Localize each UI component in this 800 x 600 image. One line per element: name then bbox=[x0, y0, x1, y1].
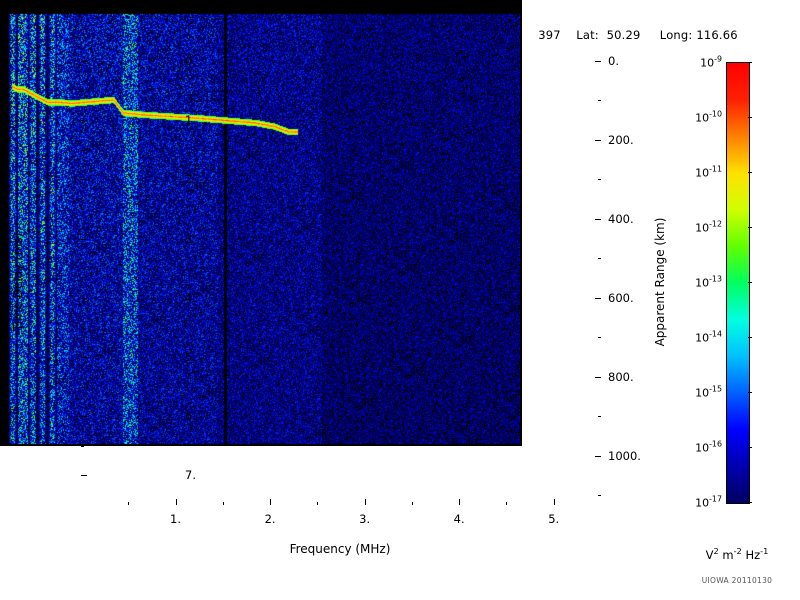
x-tick-mark bbox=[175, 499, 177, 505]
x-tick-label: 3. bbox=[359, 512, 371, 526]
colorbar-tick-label: 10-9 bbox=[700, 54, 722, 70]
ionogram-plot bbox=[0, 0, 522, 446]
y-tick-mark-left bbox=[81, 61, 87, 62]
y-tick-mark-left bbox=[81, 179, 87, 181]
y-tick-label-right: 600. bbox=[608, 290, 634, 305]
x-tick-mark bbox=[459, 499, 461, 505]
colorbar-tick-mark bbox=[748, 282, 752, 283]
y-tick-label-left: 5. bbox=[185, 350, 196, 364]
x-axis-label: Frequency (MHz) bbox=[289, 542, 391, 556]
y-minor-tick-left bbox=[81, 268, 84, 270]
x-tick-mark bbox=[270, 499, 272, 505]
y-tick-mark-left bbox=[81, 357, 87, 358]
y-minor-tick-right bbox=[598, 416, 601, 418]
y-axis-label-right: Apparent Range (km) bbox=[653, 217, 667, 347]
colorbar-tick-label: 10-15 bbox=[695, 384, 722, 400]
y-minor-tick-left bbox=[81, 386, 84, 388]
colorbar-tick-mark bbox=[748, 392, 752, 393]
colorbar-tick-mark bbox=[748, 172, 752, 173]
y-tick-mark-right bbox=[595, 376, 601, 378]
y-tick-label-right: 400. bbox=[608, 211, 634, 226]
colorbar-tick-label: 10-13 bbox=[695, 274, 722, 290]
y-minor-tick-left bbox=[81, 209, 84, 210]
credit-label: UIOWA 20110130 bbox=[701, 576, 773, 585]
y-tick-mark-right bbox=[595, 297, 601, 299]
y-tick-label-left: 4. bbox=[185, 290, 196, 305]
y-tick-label-left: 3. bbox=[185, 231, 196, 246]
y-minor-tick-right bbox=[598, 258, 601, 260]
x-tick-label: 1. bbox=[170, 512, 182, 526]
y-tick-mark-right bbox=[595, 218, 601, 220]
y-tick-mark-left bbox=[81, 297, 87, 299]
colorbar-tick-mark bbox=[748, 337, 752, 338]
x-minor-tick bbox=[128, 502, 130, 505]
x-minor-tick bbox=[411, 502, 413, 505]
y-tick-label-right: 200. bbox=[608, 132, 634, 147]
y-minor-tick-left bbox=[81, 149, 84, 151]
colorbar-tick-label: 10-16 bbox=[695, 439, 722, 455]
y-tick-label-left: 0. bbox=[185, 54, 196, 68]
colorbar-tick-label: 10-14 bbox=[695, 329, 722, 345]
y-minor-tick-right bbox=[598, 179, 601, 181]
colorbar-gradient bbox=[727, 63, 749, 503]
colorbar-tick-mark bbox=[748, 227, 752, 228]
y-tick-mark-right bbox=[595, 61, 601, 62]
colorbar-tick-mark bbox=[748, 62, 752, 63]
x-tick-label: 5. bbox=[548, 512, 560, 526]
x-minor-tick bbox=[317, 502, 319, 505]
y-minor-tick-right bbox=[598, 337, 601, 339]
y-tick-mark-left bbox=[81, 416, 87, 418]
x-tick-label: 4. bbox=[453, 512, 465, 526]
x-minor-tick bbox=[506, 502, 508, 505]
colorbar-tick-label: 10-10 bbox=[695, 109, 722, 125]
y-tick-mark-right bbox=[595, 139, 601, 141]
y-tick-mark-right bbox=[595, 455, 601, 457]
colorbar-tick-label: 10-11 bbox=[695, 164, 722, 180]
colorbar-tick-label: 10-17 bbox=[695, 494, 722, 510]
y-tick-label-right: 800. bbox=[608, 369, 634, 384]
x-tick-mark bbox=[364, 499, 366, 505]
y-tick-label-left: 7. bbox=[185, 468, 196, 483]
y-axis-label-left: Time Delay (ms) bbox=[11, 232, 25, 332]
x-tick-mark bbox=[553, 499, 555, 505]
y-tick-mark-left bbox=[81, 120, 87, 122]
colorbar-tick-mark bbox=[748, 117, 752, 118]
y-tick-label-right: 1000. bbox=[608, 448, 641, 463]
y-minor-tick-right bbox=[598, 100, 601, 102]
x-minor-tick bbox=[222, 502, 224, 505]
y-tick-label-right: 0. bbox=[608, 54, 619, 68]
y-minor-tick-left bbox=[81, 445, 84, 447]
colorbar-tick-label: 10-12 bbox=[695, 219, 722, 235]
ionogram-image bbox=[0, 0, 520, 444]
y-minor-tick-left bbox=[81, 90, 84, 92]
y-minor-tick-right bbox=[598, 495, 601, 497]
colorbar-unit-label: V2 m-2 Hz-1 bbox=[705, 546, 769, 562]
y-tick-mark-left bbox=[81, 475, 87, 477]
y-tick-label-left: 6. bbox=[185, 409, 196, 424]
y-tick-label-left: 1. bbox=[185, 113, 196, 128]
colorbar bbox=[726, 62, 750, 504]
y-tick-mark-left bbox=[81, 238, 87, 240]
y-minor-tick-left bbox=[81, 327, 84, 329]
x-tick-label: 2. bbox=[264, 512, 276, 526]
colorbar-tick-mark bbox=[748, 447, 752, 448]
colorbar-tick-mark bbox=[748, 502, 752, 503]
y-tick-label-left: 2. bbox=[185, 172, 196, 187]
